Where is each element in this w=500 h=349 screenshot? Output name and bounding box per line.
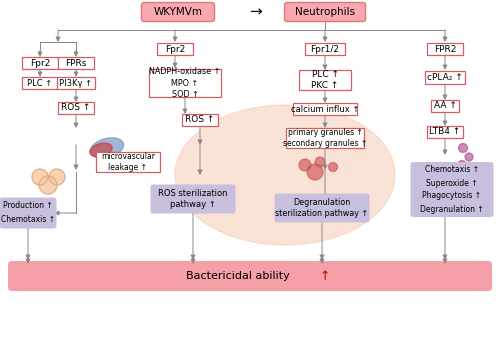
FancyBboxPatch shape <box>425 70 465 83</box>
FancyBboxPatch shape <box>293 103 357 115</box>
FancyBboxPatch shape <box>431 100 459 112</box>
FancyBboxPatch shape <box>410 162 494 178</box>
Text: Chemotaxis ↑: Chemotaxis ↑ <box>1 215 55 224</box>
Text: NADPH-oxidase ↑
MPO ↑
SOD ↑: NADPH-oxidase ↑ MPO ↑ SOD ↑ <box>150 67 220 99</box>
FancyBboxPatch shape <box>427 43 463 55</box>
Text: primary granules ↑
secondary granules ↑: primary granules ↑ secondary granules ↑ <box>283 128 367 148</box>
Text: Superoxide ↑: Superoxide ↑ <box>426 178 478 187</box>
Text: Fpr1/2: Fpr1/2 <box>310 45 340 53</box>
FancyBboxPatch shape <box>410 188 494 204</box>
Text: →: → <box>250 5 262 20</box>
Circle shape <box>458 161 466 170</box>
Ellipse shape <box>90 138 124 158</box>
FancyBboxPatch shape <box>22 77 58 89</box>
FancyBboxPatch shape <box>305 43 345 55</box>
FancyBboxPatch shape <box>427 126 463 138</box>
Text: ROS sterilization
pathway ↑: ROS sterilization pathway ↑ <box>158 189 228 209</box>
Circle shape <box>465 170 473 178</box>
FancyBboxPatch shape <box>96 152 160 172</box>
FancyBboxPatch shape <box>410 201 494 217</box>
Text: microvascular
leakage ↑: microvascular leakage ↑ <box>101 152 155 172</box>
FancyBboxPatch shape <box>0 198 56 215</box>
FancyBboxPatch shape <box>22 57 58 69</box>
Text: FPRs: FPRs <box>66 59 86 67</box>
FancyBboxPatch shape <box>274 193 370 223</box>
Text: Bactericidal ability: Bactericidal ability <box>186 271 290 281</box>
FancyBboxPatch shape <box>182 114 218 126</box>
Circle shape <box>465 153 473 161</box>
Text: Neutrophils: Neutrophils <box>295 7 355 17</box>
Text: PI3Kγ ↑: PI3Kγ ↑ <box>60 79 92 88</box>
Text: cPLA₂ ↑: cPLA₂ ↑ <box>427 73 463 82</box>
Ellipse shape <box>175 105 395 245</box>
Circle shape <box>299 159 311 171</box>
Text: PLC ↑
PKC ↑: PLC ↑ PKC ↑ <box>312 70 338 90</box>
Circle shape <box>328 163 338 171</box>
FancyBboxPatch shape <box>157 43 193 55</box>
Text: Phagocytosis ↑: Phagocytosis ↑ <box>422 192 482 200</box>
Text: Chemotaxis ↑: Chemotaxis ↑ <box>425 165 479 174</box>
FancyBboxPatch shape <box>0 211 56 229</box>
Text: AA ↑: AA ↑ <box>434 102 456 111</box>
FancyBboxPatch shape <box>150 185 236 214</box>
Text: ROS ↑: ROS ↑ <box>62 104 90 112</box>
Text: ↑: ↑ <box>320 269 330 282</box>
Circle shape <box>32 169 48 185</box>
Text: Fpr2: Fpr2 <box>165 45 185 53</box>
Text: calcium influx ↑: calcium influx ↑ <box>291 104 359 113</box>
FancyBboxPatch shape <box>284 2 366 22</box>
FancyBboxPatch shape <box>8 261 492 291</box>
Text: FPR2: FPR2 <box>434 45 456 53</box>
Circle shape <box>315 157 325 167</box>
FancyBboxPatch shape <box>410 175 494 191</box>
Circle shape <box>458 143 468 153</box>
Text: WKYMVm: WKYMVm <box>154 7 202 17</box>
Circle shape <box>49 169 65 185</box>
Text: Degranulation
sterilization pathway ↑: Degranulation sterilization pathway ↑ <box>276 198 368 218</box>
Text: Fpr2: Fpr2 <box>30 59 50 67</box>
FancyBboxPatch shape <box>57 77 95 89</box>
FancyBboxPatch shape <box>58 57 94 69</box>
Circle shape <box>307 164 323 180</box>
FancyBboxPatch shape <box>299 70 351 90</box>
FancyBboxPatch shape <box>149 69 221 97</box>
Text: Production ↑: Production ↑ <box>3 201 53 210</box>
Text: LTB4 ↑: LTB4 ↑ <box>430 127 460 136</box>
Circle shape <box>39 176 57 194</box>
Text: Degranulation ↑: Degranulation ↑ <box>420 205 484 214</box>
FancyBboxPatch shape <box>286 128 364 148</box>
Text: ROS ↑: ROS ↑ <box>186 116 214 125</box>
FancyBboxPatch shape <box>58 102 94 114</box>
Text: PLC ↑: PLC ↑ <box>28 79 52 88</box>
Ellipse shape <box>90 143 112 157</box>
FancyBboxPatch shape <box>142 2 214 22</box>
